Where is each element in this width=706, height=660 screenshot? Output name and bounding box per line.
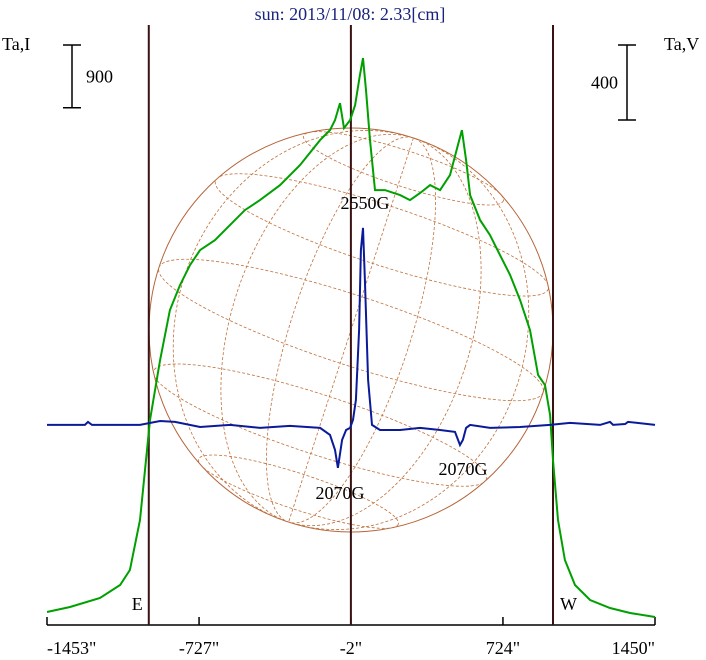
series-line xyxy=(47,227,656,469)
scale-bar-label: 900 xyxy=(86,66,113,86)
x-tick-label: -727" xyxy=(179,638,219,658)
series-line xyxy=(46,57,656,618)
annotation: 2070G xyxy=(316,483,365,503)
limb-label: E xyxy=(132,594,143,614)
y-axis-label: Ta,I xyxy=(2,34,30,54)
x-tick-label: 724" xyxy=(486,638,520,658)
scale-bar-label: 400 xyxy=(591,73,618,93)
chart-title: sun: 2013/11/08: 2.33[cm] xyxy=(255,4,446,24)
annotation: 2550G xyxy=(341,193,390,213)
annotation: 2070G xyxy=(439,459,488,479)
x-tick-label: 1450" xyxy=(612,638,655,658)
x-tick-label: -2" xyxy=(340,638,362,658)
y2-axis-label: Ta,V xyxy=(664,34,699,54)
disc-grid xyxy=(153,130,549,530)
limb-label: W xyxy=(560,594,577,614)
x-tick-label: -1453" xyxy=(47,638,96,658)
